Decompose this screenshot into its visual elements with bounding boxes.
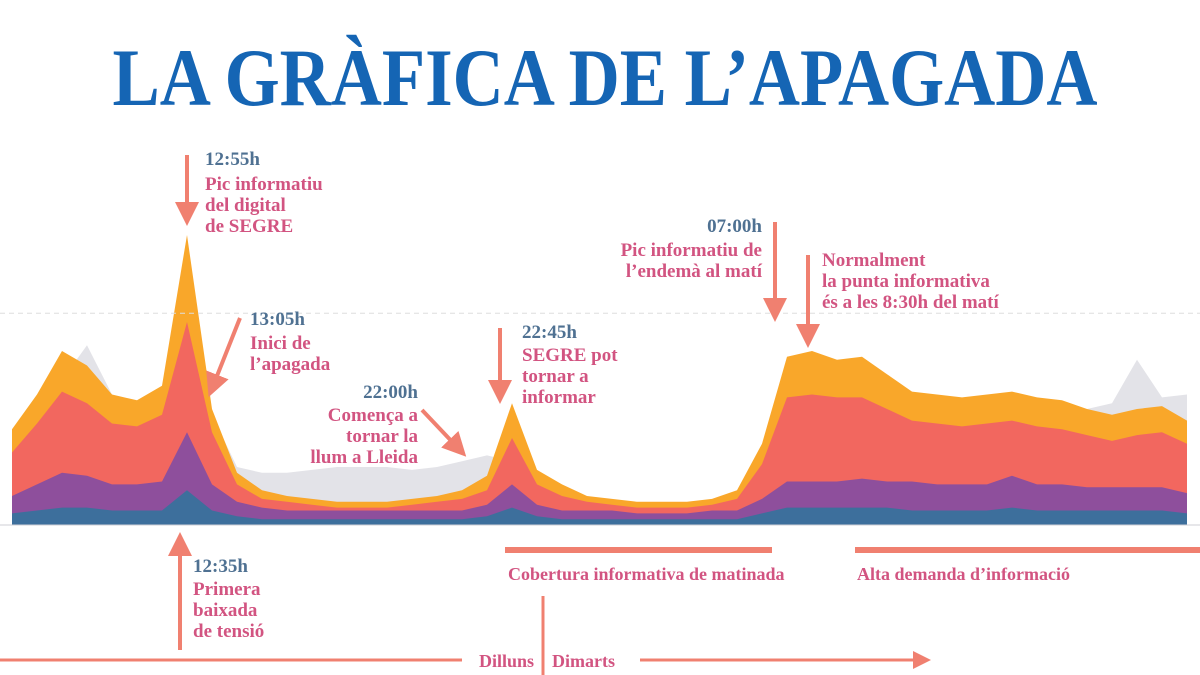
annotation-text: de SEGRE	[205, 216, 293, 237]
annotation-time: 12:55h	[205, 149, 260, 170]
annotation-time: 22:45h	[522, 322, 577, 343]
day-label: Dimarts	[552, 651, 615, 671]
area	[12, 432, 1187, 525]
annotation-text: Inici de	[250, 333, 311, 354]
annotation-time: 12:35h	[193, 556, 248, 577]
annotation-text: Pic informatiu de	[621, 240, 762, 261]
day-label: Dilluns	[479, 651, 534, 671]
area	[12, 490, 1187, 525]
area	[12, 322, 1187, 525]
annotation-text: SEGRE pot	[522, 345, 618, 366]
annotation-text: baixada	[193, 600, 258, 621]
annotation-text: tornar a	[522, 366, 589, 387]
annotation-text: l’apagada	[250, 354, 331, 375]
chart-title: LA GRÀFICA DE L’APAGADA	[113, 32, 1098, 123]
annotation-text: Normalment	[822, 250, 926, 271]
annotation-text: és a les 8:30h del matí	[822, 292, 1000, 313]
annotation-text: del digital	[205, 195, 286, 216]
annotation-text: Comença a	[328, 405, 419, 426]
annotation-text: Primera	[193, 579, 261, 600]
annotation-text: llum a Lleida	[310, 447, 418, 468]
annotation-time: 13:05h	[250, 309, 305, 330]
annotation-text: Pic informatiu	[205, 174, 323, 195]
annotation-time: 07:00h	[707, 216, 762, 237]
annotation-text: tornar la	[346, 426, 418, 447]
annotation-time: 22:00h	[363, 382, 418, 403]
period-label: Alta demanda d’informació	[857, 564, 1070, 584]
annotation-text: informar	[522, 387, 596, 408]
annotation-text: l’endemà al matí	[626, 261, 763, 282]
annotation-text: la punta informativa	[822, 271, 990, 292]
annotation-text: de tensió	[193, 621, 264, 642]
arrow	[206, 317, 242, 398]
arrow	[420, 408, 467, 457]
period-label: Cobertura informativa de matinada	[508, 564, 784, 584]
arrows	[0, 155, 1200, 675]
plot	[0, 235, 1200, 526]
